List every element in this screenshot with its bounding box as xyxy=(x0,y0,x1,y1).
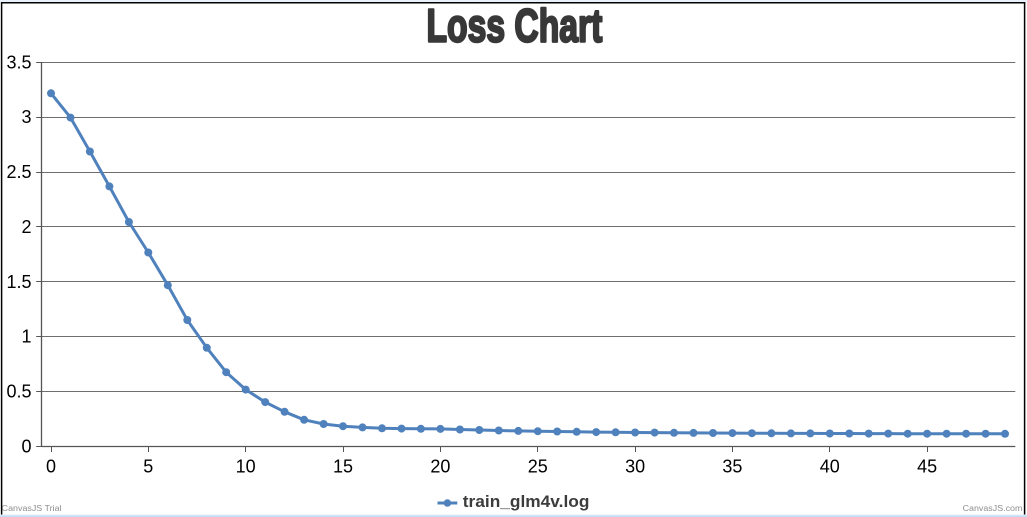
svg-text:Loss Chart: Loss Chart xyxy=(427,0,603,51)
svg-text:35: 35 xyxy=(722,457,742,477)
svg-text:1.5: 1.5 xyxy=(6,272,31,292)
svg-text:40: 40 xyxy=(820,457,840,477)
svg-text:30: 30 xyxy=(625,457,645,477)
svg-text:10: 10 xyxy=(236,457,256,477)
svg-text:45: 45 xyxy=(917,457,937,477)
svg-text:25: 25 xyxy=(528,457,548,477)
svg-text:15: 15 xyxy=(333,457,353,477)
svg-text:20: 20 xyxy=(430,457,450,477)
svg-text:CanvasJS Trial: CanvasJS Trial xyxy=(2,503,62,513)
svg-text:3.5: 3.5 xyxy=(6,52,31,72)
svg-text:2.5: 2.5 xyxy=(6,162,31,182)
svg-text:0: 0 xyxy=(46,457,56,477)
svg-text:1: 1 xyxy=(21,327,31,347)
svg-text:0.5: 0.5 xyxy=(6,382,31,402)
svg-text:CanvasJS.com: CanvasJS.com xyxy=(963,503,1023,513)
svg-text:0: 0 xyxy=(21,436,31,456)
svg-text:5: 5 xyxy=(143,457,153,477)
svg-text:train_glm4v.log: train_glm4v.log xyxy=(463,492,590,511)
svg-text:2: 2 xyxy=(21,217,31,237)
svg-text:3: 3 xyxy=(21,107,31,127)
